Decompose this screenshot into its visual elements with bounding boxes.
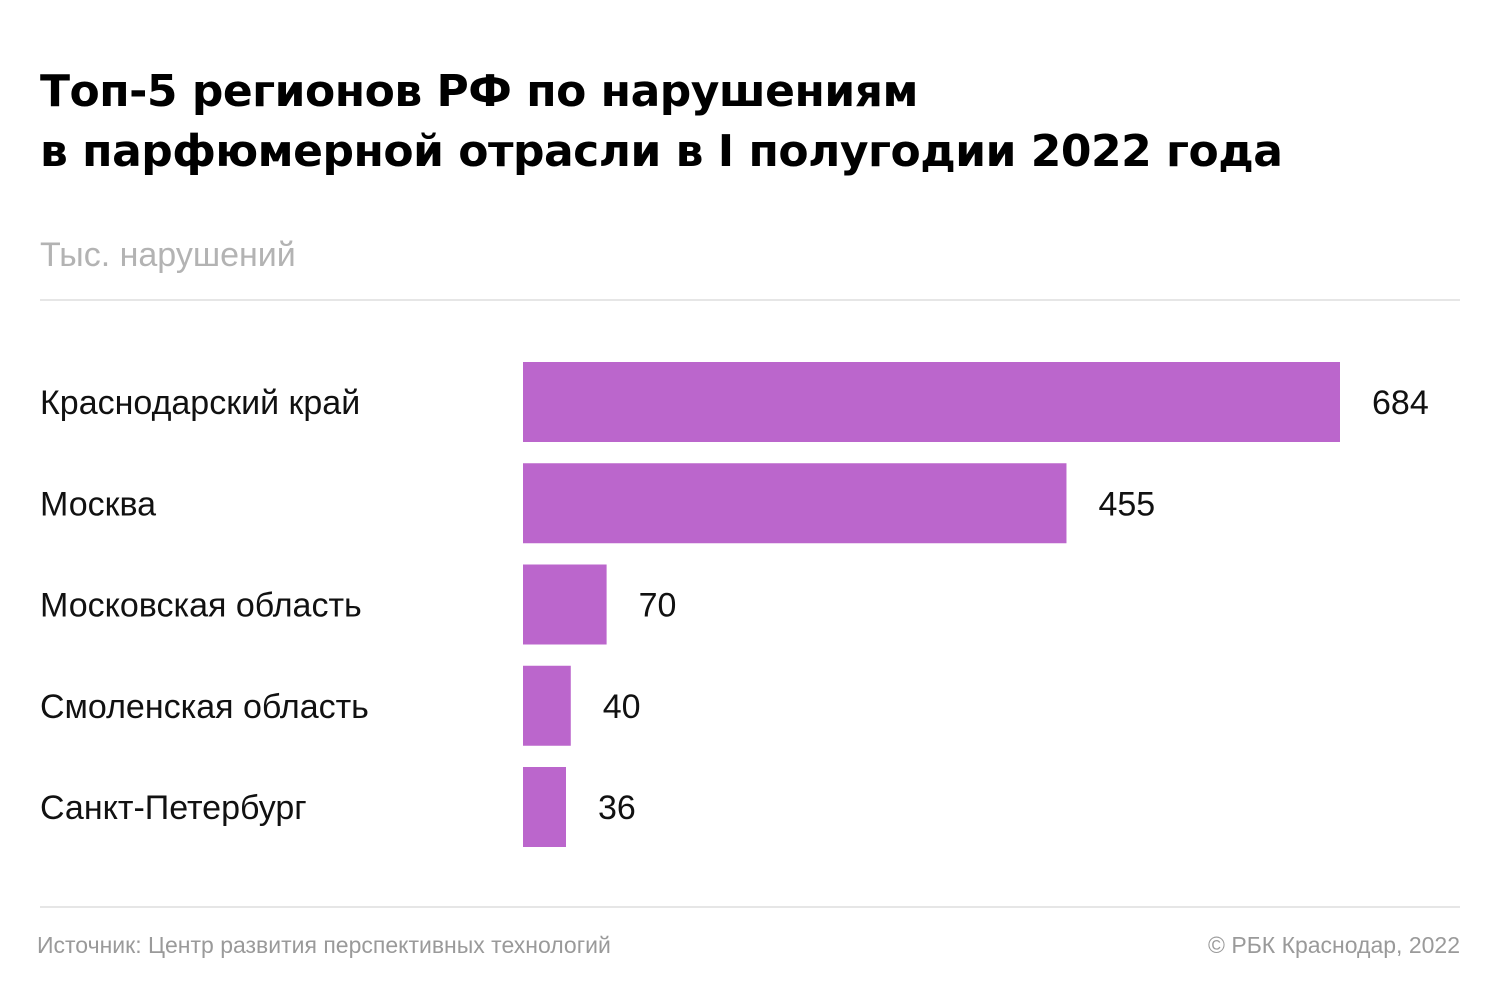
- category-label: Москва: [40, 485, 156, 523]
- bar: [523, 463, 1067, 544]
- copyright-note: © РБК Краснодар, 2022: [1208, 932, 1460, 958]
- value-label: 40: [603, 688, 641, 726]
- category-label: Московская область: [40, 587, 362, 625]
- top-divider: [40, 299, 1460, 301]
- chart-title-line-2: в парфюмерной отрасли в I полугодии 2022…: [40, 126, 1283, 177]
- category-label: Смоленская область: [40, 688, 369, 726]
- chart-title-line-1: Топ-5 регионов РФ по нарушениям: [40, 66, 918, 117]
- value-label: 684: [1372, 384, 1429, 422]
- category-label: Краснодарский край: [40, 384, 360, 422]
- value-label: 70: [639, 587, 677, 625]
- bar: [523, 362, 1340, 442]
- bar-chart: Краснодарский край 684 Москва 455 Московская…: [40, 362, 1429, 847]
- bar: [523, 665, 571, 746]
- value-label: 455: [1098, 485, 1155, 523]
- chart-unit-label: Тыс. нарушений: [40, 236, 296, 274]
- chart-title: Топ-5 регионов РФ по нарушениям в парфюм…: [40, 62, 1460, 182]
- bar: [523, 767, 566, 847]
- category-label: Санкт-Петербург: [40, 789, 307, 827]
- source-note: Источник: Центр развития перспективных т…: [37, 932, 611, 958]
- bottom-divider: [40, 906, 1460, 908]
- value-label: 36: [598, 789, 636, 827]
- bar: [523, 564, 607, 645]
